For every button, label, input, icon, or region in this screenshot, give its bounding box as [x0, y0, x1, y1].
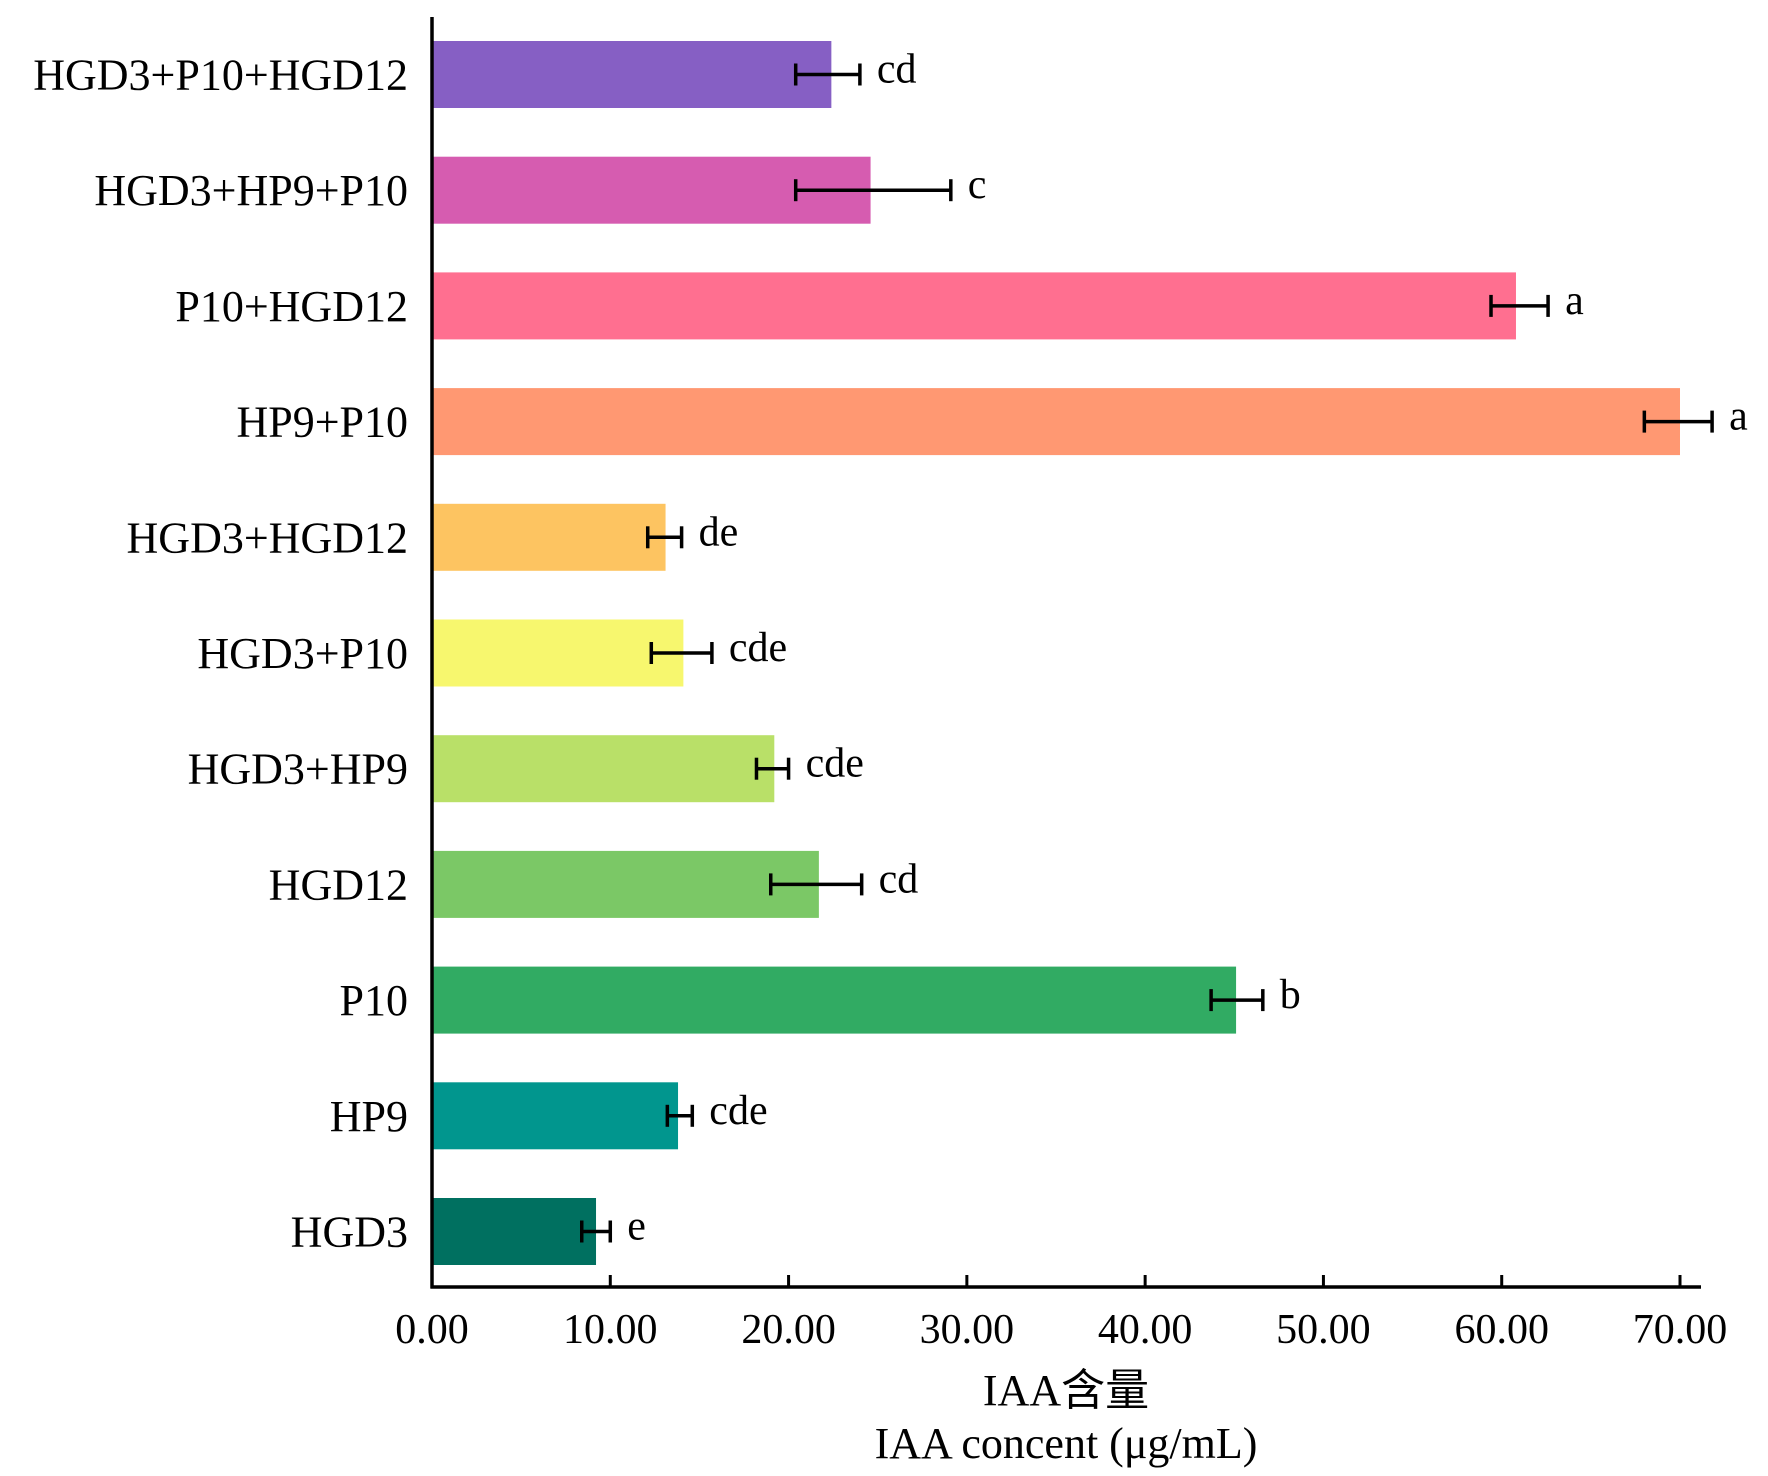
- x-tick-label: 10.00: [563, 1307, 658, 1353]
- error-bar: [580, 1220, 613, 1243]
- significance-label: de: [699, 509, 739, 555]
- significance-label: cde: [729, 625, 787, 671]
- significance-label: cde: [806, 741, 864, 787]
- x-tick-label: 0.00: [395, 1307, 469, 1353]
- error-bar: [754, 757, 791, 780]
- category-label: HGD3: [291, 1208, 408, 1257]
- bar: [433, 1082, 679, 1150]
- bar: [433, 966, 1237, 1034]
- x-tick-label: 70.00: [1633, 1307, 1728, 1353]
- category-label: HGD3+P10: [197, 629, 408, 678]
- error-bar: [768, 873, 864, 896]
- x-tick-label: 50.00: [1276, 1307, 1371, 1353]
- bar: [433, 272, 1516, 340]
- error-bars-layer: [580, 63, 1714, 1243]
- bar: [433, 388, 1680, 456]
- category-labels-layer: HGD3+P10+HGD12 HGD3+HP9+P10 P10+HGD12 HP9+P…: [33, 51, 408, 1257]
- error-bar: [649, 642, 714, 664]
- category-label: HGD3+HGD12: [127, 513, 408, 562]
- significance-labels-layer: cd c a a de cde cde cd b cde e: [627, 47, 1748, 1250]
- significance-label: e: [627, 1204, 646, 1250]
- significance-label: cd: [879, 856, 919, 902]
- bar: [433, 619, 684, 687]
- category-label: HGD12: [269, 860, 408, 909]
- x-axis-title-line-2: IAA concent (μg/mL): [875, 1419, 1258, 1468]
- axes-layer: [430, 17, 1701, 1289]
- error-bar: [1642, 410, 1714, 433]
- error-bar: [1489, 294, 1550, 317]
- category-label: HGD3+P10+HGD12: [33, 51, 408, 100]
- category-label: P10: [340, 976, 408, 1025]
- error-bar: [793, 63, 862, 86]
- category-label: HGD3+HP9: [188, 745, 408, 794]
- bar: [433, 1198, 597, 1265]
- bar: [433, 503, 666, 571]
- significance-label: a: [1729, 394, 1748, 440]
- significance-label: c: [968, 162, 987, 208]
- x-tick-label: 30.00: [920, 1307, 1015, 1353]
- x-axis-title-line-1: IAA含量: [983, 1366, 1149, 1415]
- error-bar: [1209, 989, 1265, 1012]
- category-label: P10+HGD12: [175, 282, 408, 331]
- bar: [433, 735, 775, 803]
- significance-label: a: [1565, 278, 1584, 324]
- bar: [433, 41, 832, 108]
- category-label: HGD3+HP9+P10: [94, 166, 408, 215]
- x-tick-label: 20.00: [741, 1307, 836, 1353]
- significance-label: cd: [877, 47, 917, 93]
- significance-label: b: [1280, 972, 1301, 1018]
- error-bar: [645, 526, 684, 549]
- category-label: HP9: [330, 1092, 408, 1141]
- error-bar: [793, 179, 953, 202]
- x-tick-label: 60.00: [1454, 1307, 1549, 1353]
- x-ticks-layer: 0.00 10.00 20.00 30.00 40.00 50.00 60.00 70.00: [395, 1275, 1727, 1353]
- bar: [433, 850, 819, 918]
- error-bar: [665, 1104, 695, 1127]
- x-tick-label: 40.00: [1098, 1307, 1193, 1353]
- category-label: HP9+P10: [236, 398, 408, 447]
- significance-label: cde: [709, 1088, 767, 1134]
- bars-layer: [433, 41, 1680, 1265]
